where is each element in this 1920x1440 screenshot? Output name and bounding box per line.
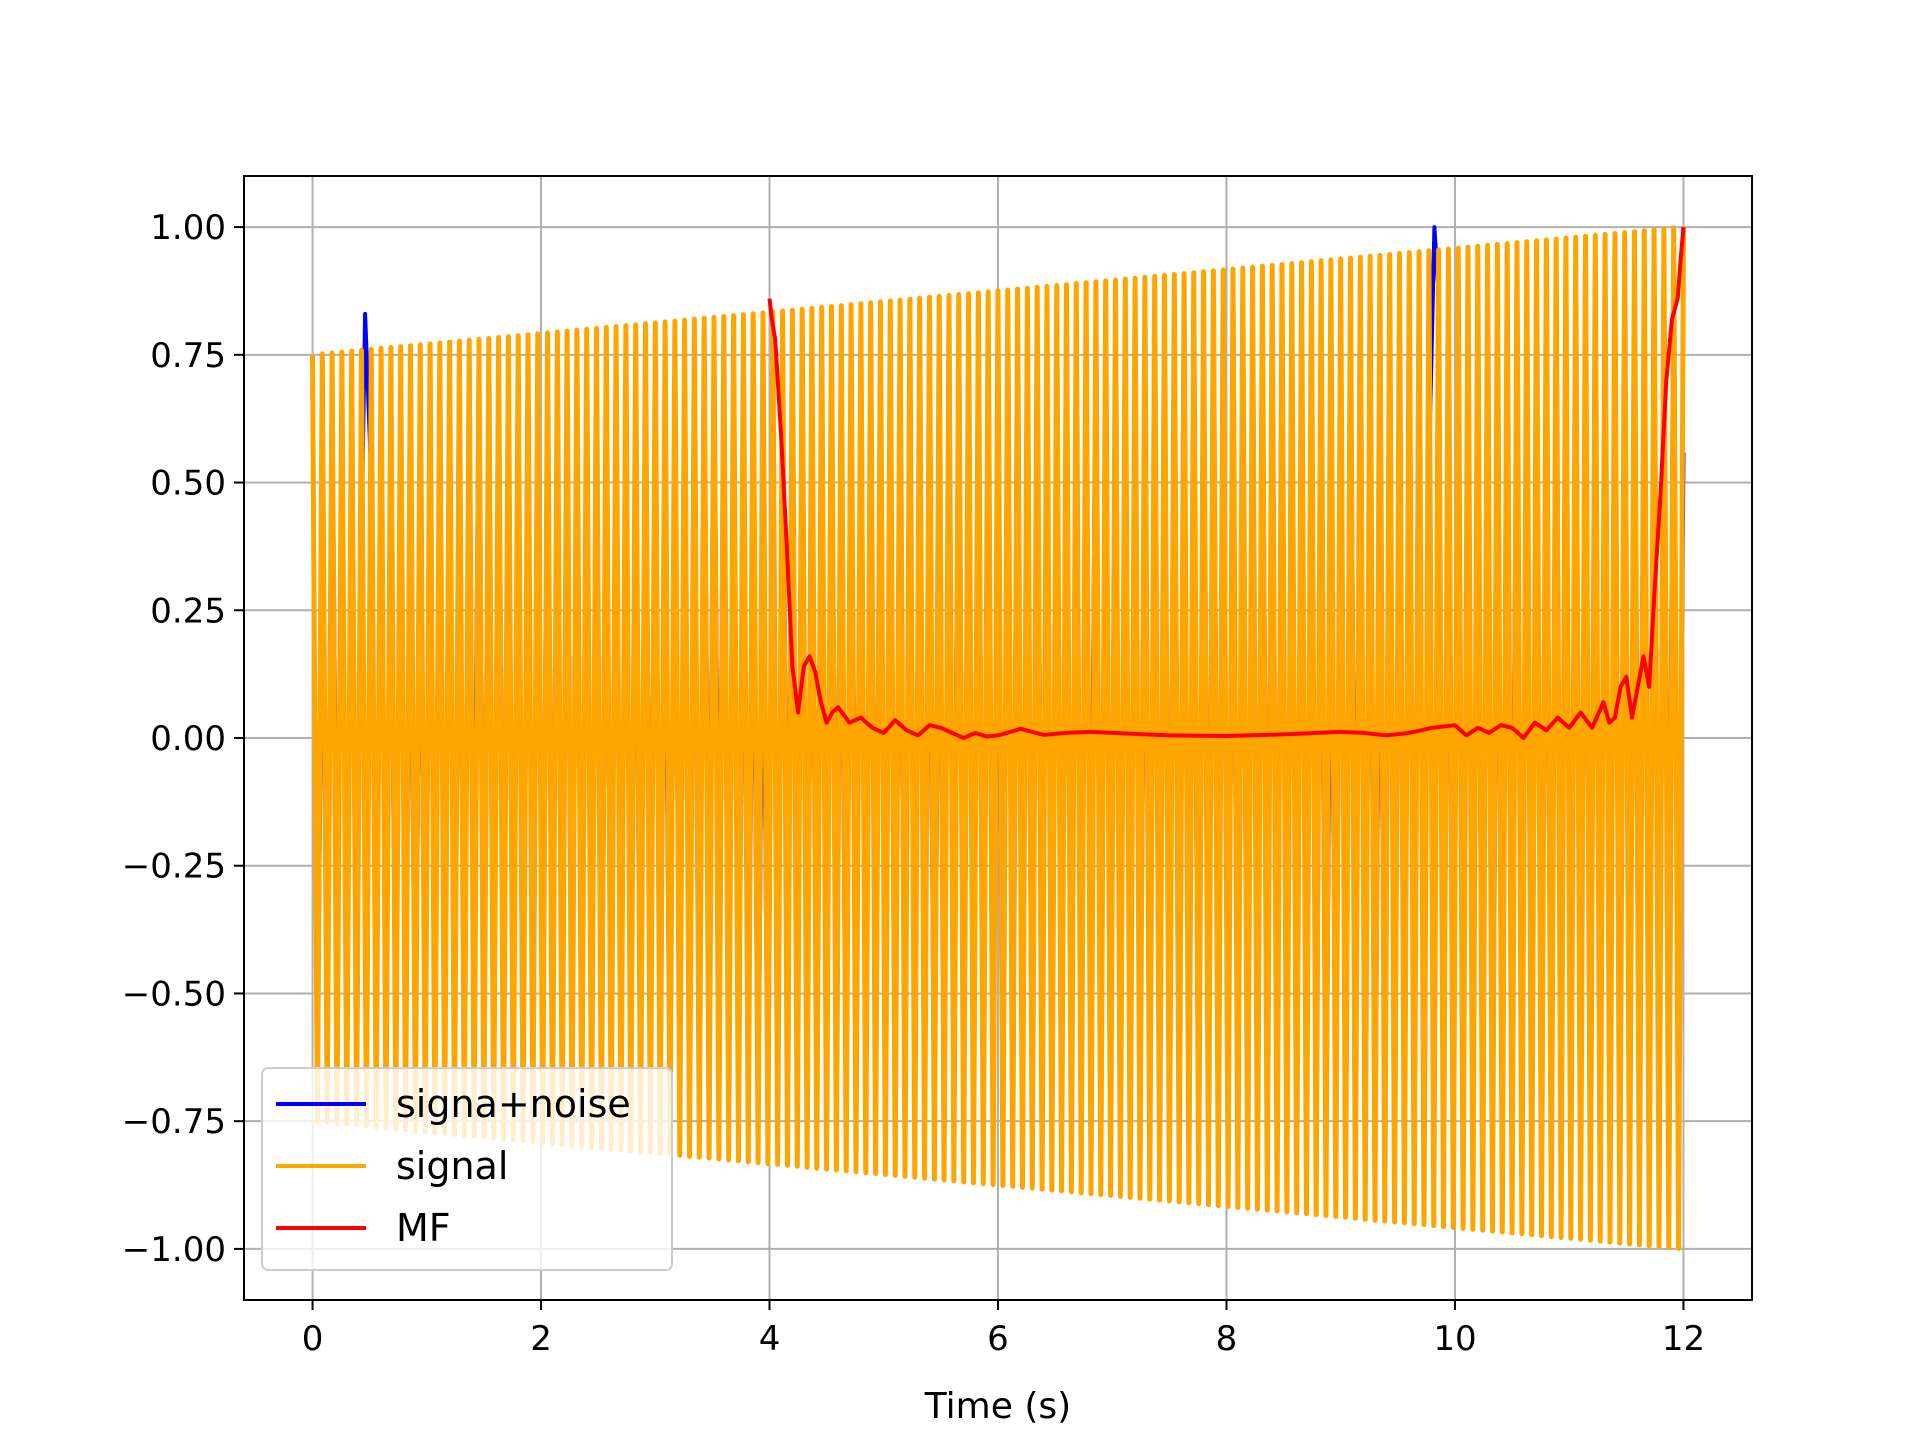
x-tick-label: 0 <box>302 1319 324 1359</box>
series-line-2 <box>310 225 1686 1251</box>
legend-label: MF <box>396 1206 451 1250</box>
x-tick-label: 12 <box>1662 1319 1705 1359</box>
y-tick-label: −0.50 <box>122 974 226 1014</box>
legend: signa+noise signal MF <box>261 1067 673 1271</box>
x-tick-label: 4 <box>759 1319 781 1359</box>
x-axis-label: Time (s) <box>924 1386 1071 1427</box>
x-tick-label: 6 <box>987 1319 1009 1359</box>
legend-label: signa+noise <box>396 1082 631 1126</box>
axis-ticks: 0 2 4 6 8 10 12 1.00 0.75 0.50 0.25 0.00 −0.25 −0.50 −… <box>122 208 1705 1359</box>
y-tick-label: −0.25 <box>122 847 226 887</box>
y-tick-label: 1.00 <box>150 208 226 248</box>
legend-box <box>261 1067 673 1271</box>
x-tick-label: 8 <box>1216 1319 1238 1359</box>
y-tick-label: 0.00 <box>150 719 226 759</box>
y-tick-label: −1.00 <box>122 1230 226 1270</box>
y-tick-label: 0.50 <box>150 464 226 504</box>
y-tick-label: 0.25 <box>150 591 226 631</box>
y-tick-label: 0.75 <box>150 336 226 376</box>
y-tick-label: −0.75 <box>122 1102 226 1142</box>
x-tick-label: 10 <box>1433 1319 1476 1359</box>
legend-label: signal <box>396 1144 508 1188</box>
series-layer <box>310 225 1686 1251</box>
series-line-3 <box>767 226 1686 740</box>
x-tick-label: 2 <box>530 1319 552 1359</box>
